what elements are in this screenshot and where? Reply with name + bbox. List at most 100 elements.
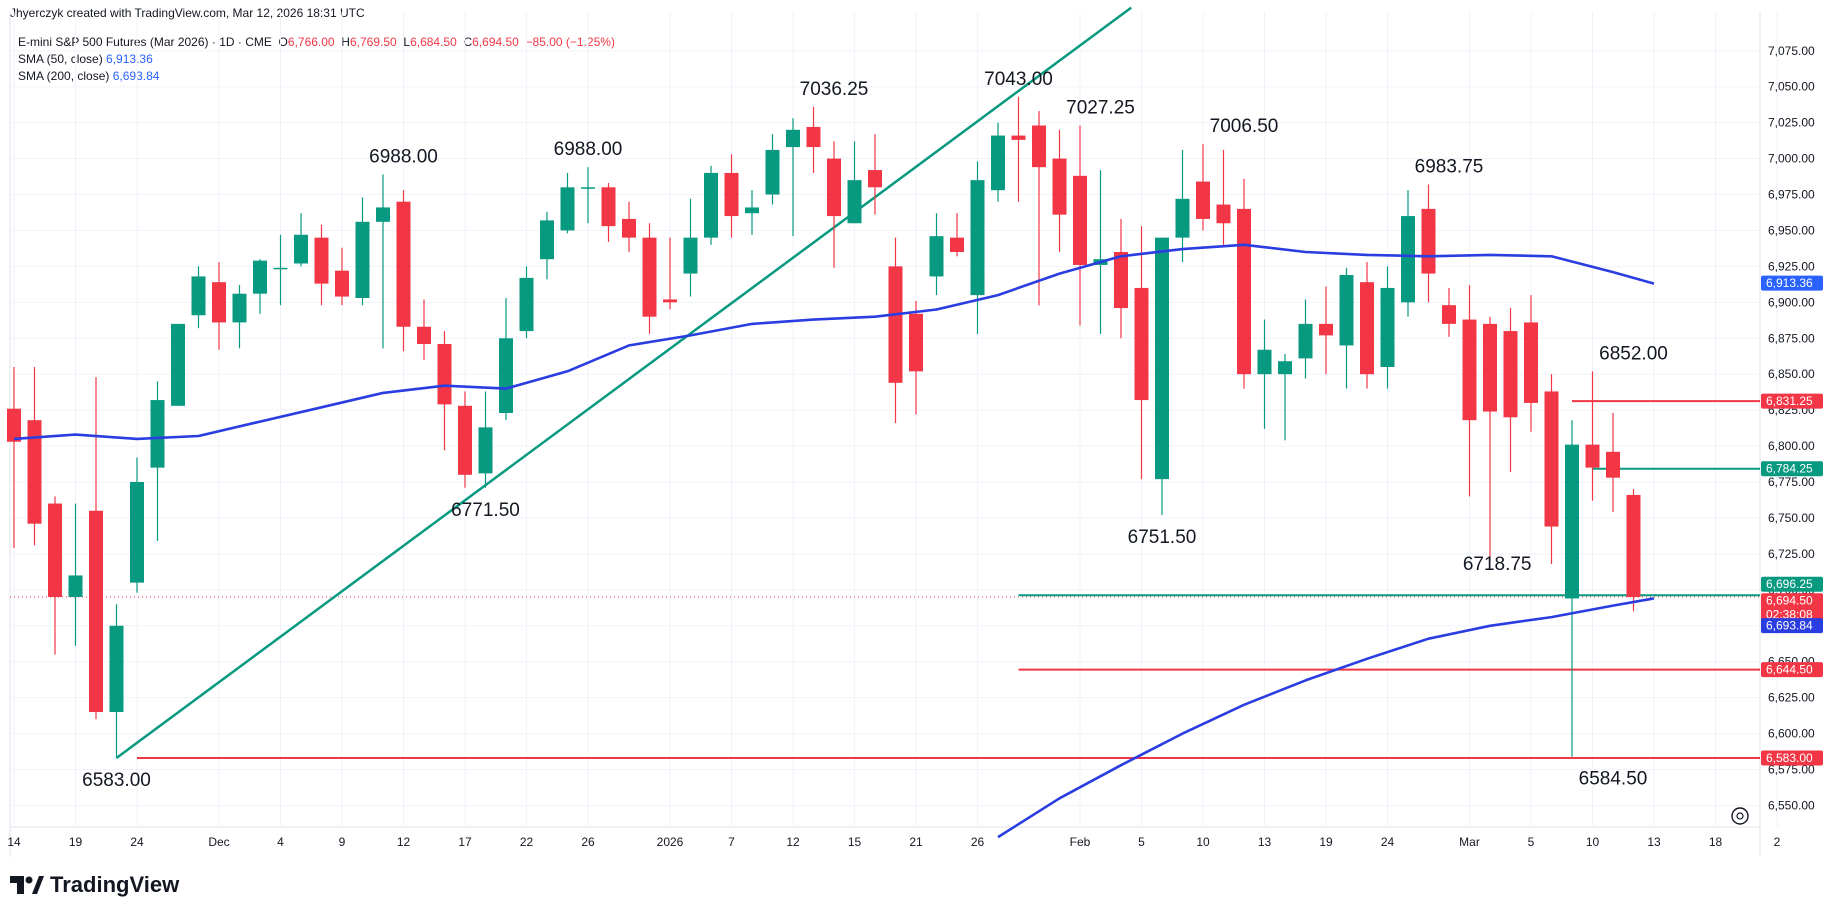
price-tag	[1761, 618, 1823, 634]
time-tick-label: 12	[786, 835, 800, 849]
price-tick-label: 6,925.00	[1768, 259, 1815, 273]
time-tick-label: Dec	[208, 835, 229, 849]
candle-body	[294, 234, 308, 264]
price-annotation: 6718.75	[1463, 554, 1532, 575]
time-tick-label: 26	[581, 835, 595, 849]
candle-body	[581, 187, 595, 189]
time-tick-label: 13	[1258, 835, 1272, 849]
candle-body	[1237, 208, 1251, 375]
price-annotations: 6583.00 6988.00 6771.50 6988.00 7036.25 7043.…	[82, 69, 1668, 791]
candle-body	[1216, 204, 1231, 224]
tradingview-logo-text: TradingView	[50, 872, 180, 897]
price-tag	[1761, 662, 1823, 678]
candle-body	[191, 276, 206, 316]
price-tick-label: 6,975.00	[1768, 188, 1815, 202]
price-tick-label: 7,025.00	[1768, 116, 1815, 130]
candle-body	[950, 237, 964, 252]
price-tag-label: 6,831.25	[1766, 394, 1813, 408]
candle-body	[1073, 175, 1087, 265]
candle-body	[478, 427, 493, 474]
price-tick-label: 6,725.00	[1768, 547, 1815, 561]
ohlc-change: −85.00 (−1.25%)	[525, 35, 615, 49]
reset-scale-icon[interactable]	[1731, 807, 1749, 825]
candle-body	[806, 126, 821, 148]
time-tick-label: 12	[397, 835, 411, 849]
price-annotation: 6988.00	[554, 139, 623, 160]
candle-body	[1052, 158, 1067, 215]
price-tag	[1761, 593, 1823, 624]
price-annotation: 7006.50	[1210, 116, 1279, 137]
time-tick-label: 18	[1709, 835, 1723, 849]
sma200-label: SMA (200, close)	[18, 69, 110, 83]
price-tick-label: 6,550.00	[1768, 798, 1815, 812]
time-axis[interactable]: 14 19 24 Dec 4 9 12 17 22 26 2026 7 12 15 21 26 Feb 5 10 13…	[7, 835, 1780, 849]
grid	[9, 12, 1778, 857]
sma50-value: 6,913.36	[106, 52, 153, 66]
time-tick-label: Mar	[1459, 835, 1480, 849]
candle-body	[540, 220, 554, 260]
time-tick-label: 22	[520, 835, 534, 849]
symbol-name[interactable]: E-mini S&P 500 Futures (Mar 2026) · 1D ·…	[18, 35, 272, 49]
price-annotation: 6852.00	[1599, 343, 1668, 364]
time-tick-label: 10	[1196, 835, 1210, 849]
candle-body	[1626, 494, 1641, 597]
time-tick-label: 24	[1381, 835, 1395, 849]
price-axis[interactable]: 6,550.006,575.006,600.006,625.006,650.00…	[1768, 44, 1815, 813]
candle-body	[1175, 198, 1190, 238]
sma200-line	[997, 597, 1655, 839]
price-tick-label: 7,075.00	[1768, 44, 1815, 58]
price-annotation: 6583.00	[82, 770, 151, 791]
trendline-layer	[115, 6, 1132, 760]
price-tag	[1761, 461, 1823, 477]
price-tag-label: 6,583.00	[1766, 751, 1813, 765]
candle-body	[1380, 287, 1395, 367]
time-tick-label: 9	[339, 835, 346, 849]
candle-body	[642, 237, 657, 317]
price-tags: 6,913.36 6,831.25 6,784.25 6,696.25 6,694.50…	[1761, 275, 1823, 766]
price-annotation: 6771.50	[451, 500, 520, 521]
sma200-value: 6,693.84	[112, 69, 160, 83]
candle-body	[868, 170, 882, 188]
price-tag-label: 6,696.25	[1766, 577, 1813, 591]
price-tick-label: 6,775.00	[1768, 475, 1815, 489]
legend-sma200-row[interactable]: SMA (200, close) 6,693.84	[18, 68, 615, 85]
price-annotation: 6751.50	[1128, 527, 1197, 548]
tradingview-logo-icon	[10, 876, 44, 894]
tradingview-logo[interactable]: TradingView	[10, 872, 179, 898]
candle-body	[683, 237, 698, 274]
price-tick-label: 6,850.00	[1768, 367, 1815, 381]
candle-body	[48, 503, 62, 597]
candle-body	[1483, 323, 1497, 412]
time-tick-label: 14	[7, 835, 21, 849]
price-tag-label: 6,644.50	[1766, 663, 1813, 677]
candle-body	[991, 135, 1005, 191]
candle-body	[1401, 216, 1415, 303]
time-tick-label: 17	[458, 835, 472, 849]
legend-sma50-row[interactable]: SMA (50, close) 6,913.36	[18, 51, 615, 68]
candle-body	[499, 338, 513, 413]
time-tick-label: 5	[1138, 835, 1145, 849]
candle-body	[970, 180, 985, 296]
price-tag	[1761, 275, 1823, 291]
candle-body	[417, 326, 431, 344]
candle-body	[1544, 391, 1559, 527]
support-trendline	[115, 6, 1132, 760]
price-tag-label: 6,693.84	[1766, 619, 1813, 633]
candle-body	[130, 482, 144, 583]
candle-body	[89, 510, 103, 712]
time-tick-label: 26	[971, 835, 985, 849]
sma50-label: SMA (50, close)	[18, 52, 103, 66]
candle-body	[1442, 305, 1456, 324]
candle-body	[1524, 322, 1538, 403]
candle-body	[1032, 125, 1046, 168]
candle-body	[519, 277, 534, 332]
candle-body	[601, 187, 616, 227]
horizontal-levels	[10, 400, 1760, 759]
sma50-line	[13, 243, 1655, 441]
time-tick-label: 7	[728, 835, 735, 849]
time-tick-label: 15	[848, 835, 862, 849]
price-tick-label: 6,950.00	[1768, 223, 1815, 237]
candle-body	[335, 270, 349, 297]
candle-body	[1360, 282, 1374, 375]
